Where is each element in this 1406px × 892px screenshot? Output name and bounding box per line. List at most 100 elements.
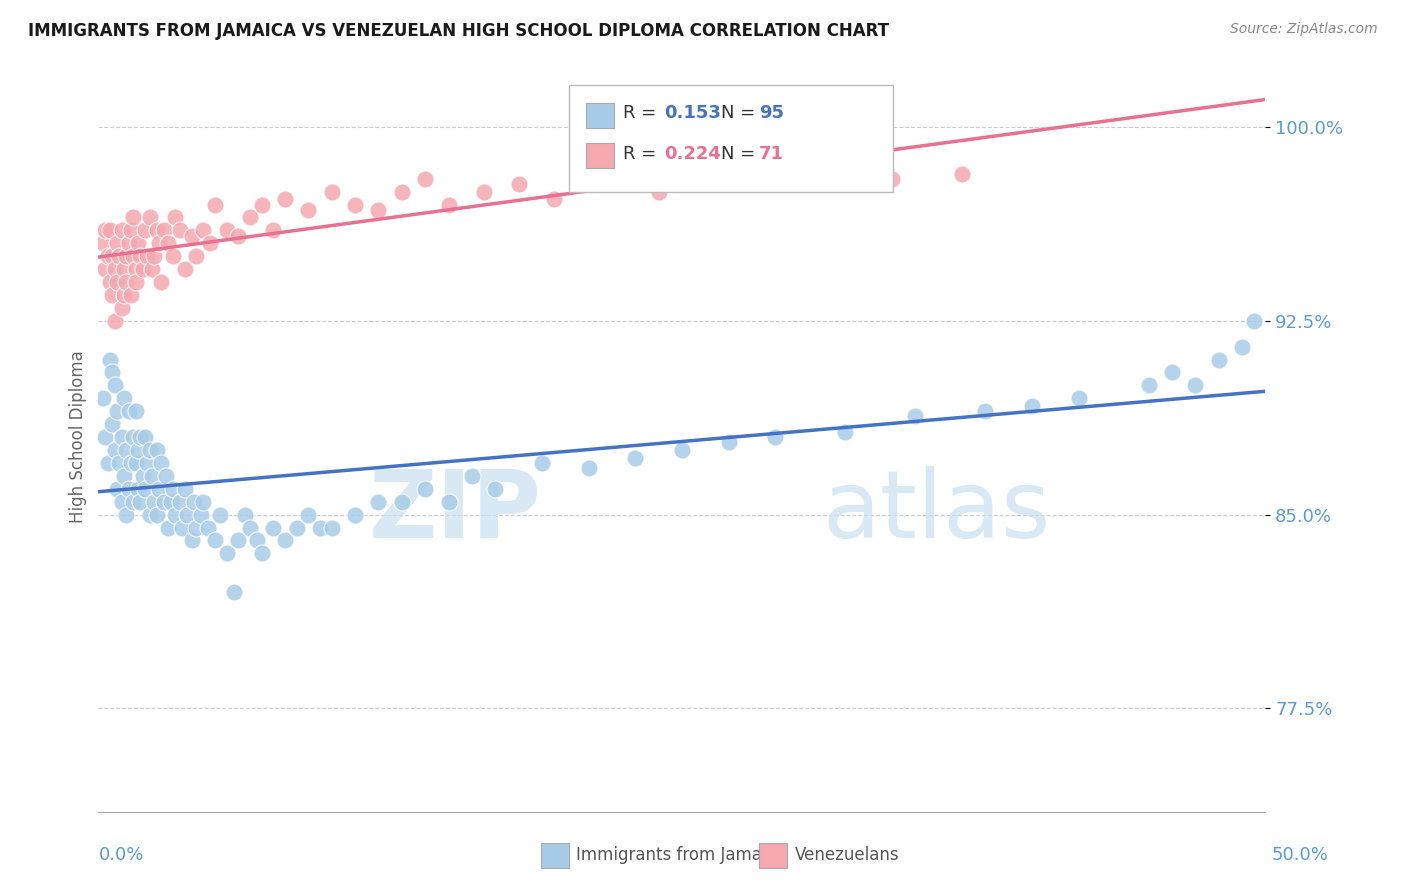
- Point: [112, 392, 135, 406]
- Point: [183, 494, 205, 508]
- Point: [101, 249, 124, 263]
- Text: R =: R =: [623, 104, 662, 122]
- Point: [112, 468, 135, 483]
- Point: [671, 442, 693, 457]
- Point: [125, 275, 148, 289]
- Point: [105, 482, 128, 496]
- Point: [91, 236, 114, 251]
- Point: [344, 197, 367, 211]
- Point: [139, 508, 162, 522]
- Point: [274, 533, 297, 548]
- Point: [321, 520, 343, 534]
- Text: 0.153: 0.153: [664, 104, 720, 122]
- Point: [1021, 399, 1043, 413]
- Point: [1230, 340, 1253, 354]
- Point: [98, 275, 121, 289]
- Point: [235, 508, 257, 522]
- Point: [122, 494, 145, 508]
- Point: [262, 520, 284, 534]
- Point: [152, 223, 174, 237]
- Point: [250, 197, 273, 211]
- Text: 50.0%: 50.0%: [1272, 846, 1329, 863]
- Point: [111, 430, 134, 444]
- Point: [112, 288, 135, 302]
- Point: [180, 533, 202, 548]
- Point: [578, 171, 600, 186]
- Point: [132, 262, 155, 277]
- Point: [101, 366, 124, 380]
- Point: [193, 223, 215, 237]
- Point: [367, 494, 389, 508]
- Point: [904, 409, 927, 424]
- Point: [543, 193, 565, 207]
- Point: [141, 262, 163, 277]
- Text: R =: R =: [623, 145, 662, 163]
- Point: [104, 314, 127, 328]
- Point: [129, 249, 152, 263]
- Point: [125, 404, 148, 418]
- Point: [143, 494, 166, 508]
- Point: [111, 301, 134, 315]
- Point: [413, 482, 436, 496]
- Point: [118, 482, 141, 496]
- Point: [127, 442, 149, 457]
- Point: [811, 159, 834, 173]
- Point: [297, 202, 319, 217]
- Point: [752, 177, 775, 191]
- Y-axis label: High School Diploma: High School Diploma: [69, 351, 87, 524]
- Point: [115, 275, 138, 289]
- Point: [1184, 378, 1206, 392]
- Point: [186, 520, 208, 534]
- Point: [97, 249, 120, 263]
- Point: [112, 262, 135, 277]
- Point: [150, 275, 173, 289]
- Point: [136, 456, 159, 470]
- Point: [132, 468, 155, 483]
- Point: [578, 461, 600, 475]
- Point: [367, 202, 389, 217]
- Point: [1137, 378, 1160, 392]
- Point: [204, 197, 226, 211]
- Point: [391, 185, 413, 199]
- Point: [157, 236, 180, 251]
- Point: [104, 442, 127, 457]
- Point: [250, 546, 273, 560]
- Point: [950, 167, 973, 181]
- Point: [508, 177, 530, 191]
- Point: [239, 211, 262, 225]
- Point: [143, 249, 166, 263]
- Point: [122, 249, 145, 263]
- Point: [115, 442, 138, 457]
- Text: IMMIGRANTS FROM JAMAICA VS VENEZUELAN HIGH SCHOOL DIPLOMA CORRELATION CHART: IMMIGRANTS FROM JAMAICA VS VENEZUELAN HI…: [28, 22, 889, 40]
- Text: Immigrants from Jamaica: Immigrants from Jamaica: [576, 847, 786, 864]
- Point: [146, 508, 169, 522]
- Point: [155, 468, 177, 483]
- Point: [134, 482, 156, 496]
- Point: [437, 494, 460, 508]
- Text: ZIP: ZIP: [368, 466, 541, 558]
- Point: [173, 262, 195, 277]
- Text: 71: 71: [759, 145, 785, 163]
- Point: [98, 223, 121, 237]
- Point: [101, 417, 124, 432]
- Point: [1161, 366, 1184, 380]
- Point: [208, 508, 231, 522]
- Point: [118, 236, 141, 251]
- Point: [193, 494, 215, 508]
- Point: [344, 508, 367, 522]
- Point: [91, 392, 114, 406]
- Point: [173, 482, 195, 496]
- Point: [262, 223, 284, 237]
- Text: 95: 95: [759, 104, 785, 122]
- Point: [148, 482, 170, 496]
- Text: 0.224: 0.224: [664, 145, 720, 163]
- Point: [157, 520, 180, 534]
- Point: [94, 262, 117, 277]
- Point: [146, 223, 169, 237]
- Point: [285, 520, 308, 534]
- Point: [108, 456, 131, 470]
- Point: [134, 430, 156, 444]
- Point: [105, 236, 128, 251]
- Point: [120, 223, 142, 237]
- Point: [104, 262, 127, 277]
